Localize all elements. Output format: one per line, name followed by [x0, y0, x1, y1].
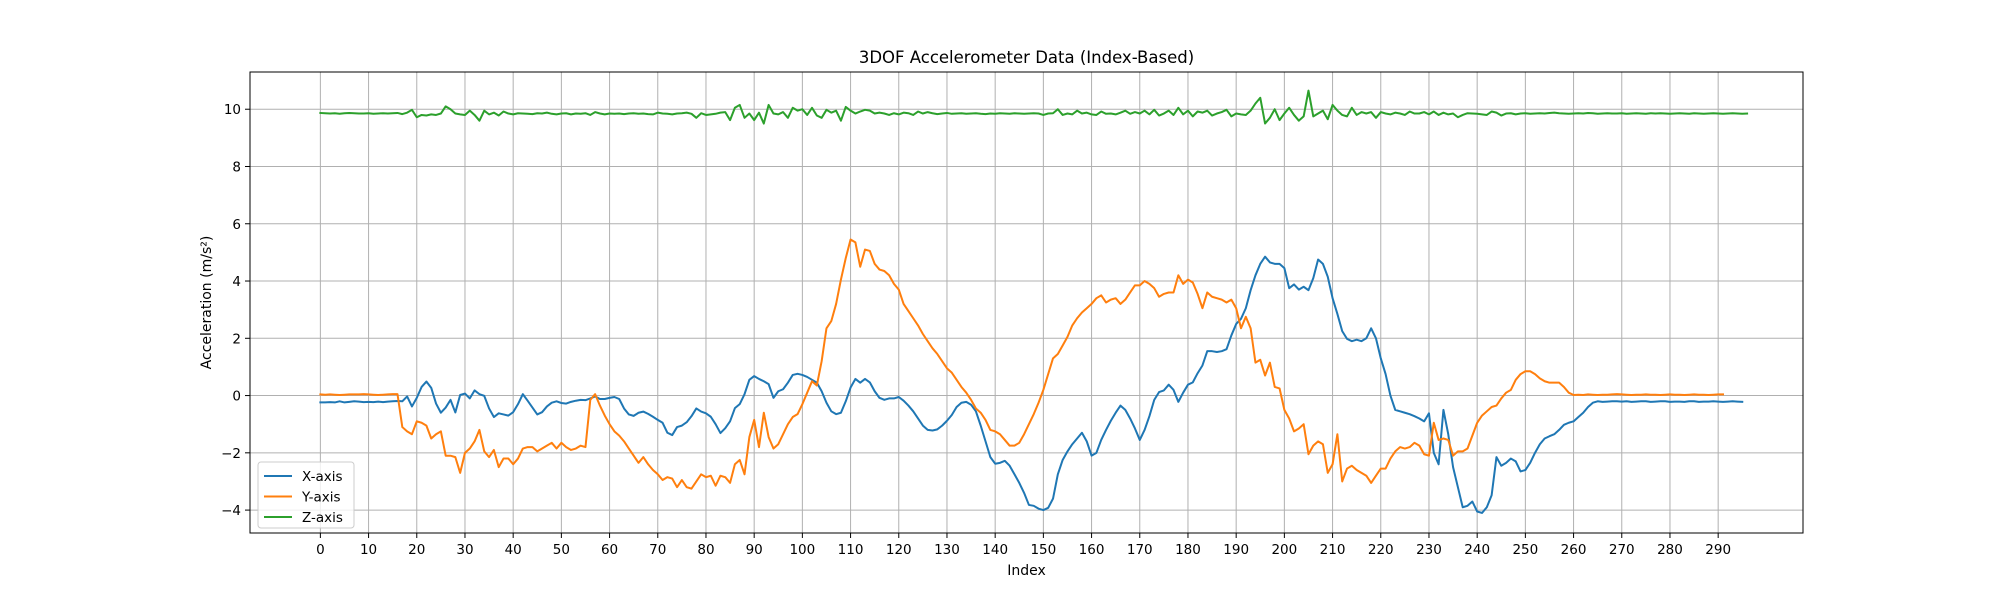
legend-label: X-axis	[302, 469, 343, 485]
x-tick-label: 190	[1223, 542, 1249, 558]
x-tick-label: 270	[1609, 542, 1635, 558]
axis-ticks: 0 10 20 30 40 50 60 70 80 90 100 110 120 130 140 150 160…	[221, 102, 1731, 558]
x-tick-label: 80	[697, 542, 714, 558]
y-tick-label: 6	[232, 217, 241, 233]
x-tick-label: 70	[649, 542, 666, 558]
y-tick-label: 4	[232, 274, 241, 290]
x-tick-label: 280	[1657, 542, 1683, 558]
y-axis-label: Acceleration (m/s²)	[199, 236, 215, 370]
x-tick-label: 210	[1320, 542, 1346, 558]
x-tick-label: 20	[408, 542, 425, 558]
x-tick-label: 100	[789, 542, 815, 558]
x-tick-label: 110	[838, 542, 864, 558]
x-tick-label: 220	[1368, 542, 1394, 558]
x-tick-label: 170	[1127, 542, 1153, 558]
x-tick-label: 40	[505, 542, 522, 558]
y-tick-label: −4	[221, 503, 241, 519]
x-tick-label: 60	[601, 542, 618, 558]
chart-title: 3DOF Accelerometer Data (Index-Based)	[859, 48, 1194, 67]
y-tick-label: 8	[232, 159, 241, 175]
x-tick-label: 10	[360, 542, 377, 558]
x-tick-label: 230	[1416, 542, 1442, 558]
x-tick-label: 200	[1271, 542, 1297, 558]
series-line-x-axis	[319, 255, 1744, 514]
y-tick-label: 0	[232, 389, 241, 405]
plot-frame	[249, 71, 1804, 534]
x-tick-label: 150	[1030, 542, 1056, 558]
x-tick-label: 260	[1561, 542, 1587, 558]
x-tick-label: 50	[553, 542, 570, 558]
x-tick-label: 30	[456, 542, 473, 558]
y-tick-label: −2	[221, 446, 241, 462]
x-tick-label: 130	[934, 542, 960, 558]
series-line-z-axis	[319, 89, 1749, 125]
x-tick-label: 240	[1464, 542, 1490, 558]
y-tick-label: 2	[232, 331, 241, 347]
x-tick-label: 290	[1705, 542, 1731, 558]
series-group	[319, 89, 1749, 514]
x-tick-label: 160	[1079, 542, 1105, 558]
x-tick-label: 250	[1512, 542, 1538, 558]
x-axis-label: Index	[1007, 563, 1046, 579]
x-tick-label: 0	[316, 542, 325, 558]
x-tick-label: 120	[886, 542, 912, 558]
series-line-y-axis	[319, 238, 1724, 490]
legend-label: Z-axis	[302, 510, 343, 526]
legend: X-axis Y-axis Z-axis	[257, 461, 355, 529]
x-tick-label: 180	[1175, 542, 1201, 558]
y-tick-label: 10	[224, 102, 241, 118]
x-tick-label: 140	[982, 542, 1008, 558]
x-tick-label: 90	[746, 542, 763, 558]
grid-lines	[250, 72, 1803, 533]
legend-label: Y-axis	[301, 490, 341, 506]
legend-box	[257, 461, 355, 529]
